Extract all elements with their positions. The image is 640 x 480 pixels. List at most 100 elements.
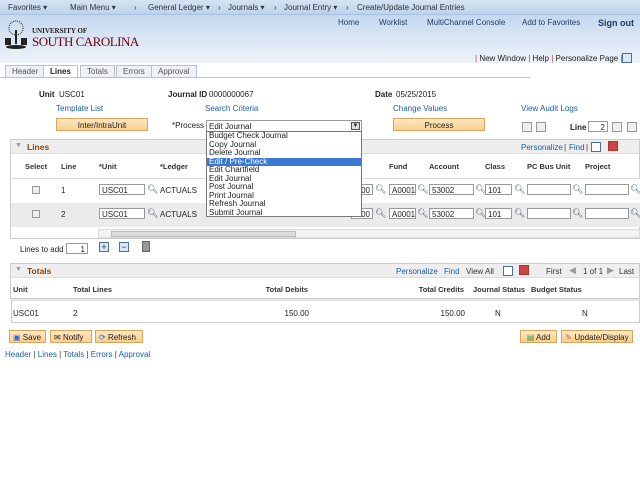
add-favorites-link[interactable]: Add to Favorites [522, 18, 581, 27]
select-checkbox[interactable] [32, 186, 40, 194]
download-icon[interactable] [608, 141, 618, 151]
line-input[interactable]: 2 [588, 121, 608, 132]
horizontal-scrollbar[interactable] [98, 229, 640, 238]
option-delete[interactable]: Delete Journal [209, 148, 261, 157]
lines-find-link[interactable]: Find [569, 143, 585, 152]
journals-menu[interactable]: Journals ▾ [228, 3, 265, 12]
worklist-link[interactable]: Worklist [379, 18, 408, 27]
collapse-icon[interactable]: ▼ [15, 142, 22, 149]
personalize-page-link[interactable]: Personalize Page [555, 54, 619, 63]
search-icon[interactable]: 🔍︎ [375, 184, 387, 194]
view-audit-logs-link[interactable]: View Audit Logs [521, 104, 578, 113]
grid-icon[interactable] [622, 53, 632, 63]
inter-intraunit-button[interactable]: Inter/IntraUnit [56, 118, 148, 131]
change-values-link[interactable]: Change Values [393, 104, 448, 113]
new-window-link[interactable]: New Window [479, 54, 526, 63]
footer-errors-link[interactable]: Errors [90, 350, 113, 359]
search-icon[interactable]: 🔍︎ [630, 184, 640, 194]
class-input[interactable]: 101 [485, 208, 512, 219]
pc-bus-unit-input[interactable] [527, 184, 571, 195]
general-ledger-menu[interactable]: General Ledger ▾ [148, 3, 210, 12]
search-icon[interactable]: 🔍︎ [147, 208, 159, 218]
first-link[interactable]: First [546, 267, 562, 276]
pc-bus-unit-input[interactable] [527, 208, 571, 219]
option-submit[interactable]: Submit Journal [209, 207, 263, 217]
search-icon[interactable]: 🔍︎ [417, 208, 429, 218]
journal-entry-menu[interactable]: Journal Entry ▾ [284, 3, 338, 12]
option-refresh[interactable]: Refresh Journal [209, 199, 266, 208]
footer-lines-link[interactable]: Lines [37, 350, 57, 359]
view-all-link[interactable]: View All [466, 267, 494, 276]
option-copy[interactable]: Copy Journal [209, 139, 257, 149]
help-link[interactable]: Help [532, 54, 549, 63]
home-link[interactable]: Home [338, 18, 360, 27]
account-input[interactable]: 53002 [429, 208, 474, 219]
search-icon[interactable]: 🔍︎ [475, 208, 487, 218]
tab-errors[interactable]: Errors [116, 65, 152, 77]
option-edit-pre-check[interactable]: Edit / Pre-Check [207, 157, 361, 166]
search-icon[interactable]: 🔍︎ [375, 208, 387, 218]
last-line-icon[interactable] [627, 122, 637, 132]
footer-approval-link[interactable]: Approval [118, 350, 151, 359]
option-post[interactable]: Post Journal [209, 182, 254, 191]
totals-find-link[interactable]: Find [444, 267, 460, 276]
main-menu[interactable]: Main Menu ▾ [70, 3, 116, 12]
tab-totals[interactable]: Totals [80, 65, 115, 77]
update-display-button[interactable]: ✎ Update/Display [561, 330, 633, 343]
project-input[interactable] [585, 208, 629, 219]
search-icon[interactable]: 🔍︎ [572, 208, 584, 218]
option-print[interactable]: Print Journal [209, 190, 254, 200]
trash-icon[interactable] [142, 241, 150, 252]
lines-personalize-link[interactable]: Personalize [521, 143, 563, 152]
option-edit-journal[interactable]: Edit Journal [209, 173, 252, 183]
breadcrumb-current[interactable]: Create/Update Journal Entries [357, 3, 465, 12]
search-icon[interactable]: 🔍︎ [514, 184, 526, 194]
search-icon[interactable]: 🔍︎ [572, 184, 584, 194]
add-button[interactable]: ▤ Add [520, 330, 557, 343]
sign-out-link[interactable]: Sign out [598, 18, 634, 28]
zoom-grid-icon[interactable] [503, 266, 513, 276]
unit-input[interactable]: USC01 [99, 184, 145, 195]
scrollbar-thumb[interactable] [111, 231, 296, 237]
tab-header[interactable]: Header [5, 65, 46, 77]
delete-row-icon[interactable]: − [119, 242, 129, 252]
next-line-icon[interactable] [612, 122, 622, 132]
refresh-button[interactable]: ⟳ Refresh [95, 330, 143, 343]
zoom-grid-icon[interactable] [591, 142, 601, 152]
multichannel-link[interactable]: MultiChannel Console [427, 18, 506, 27]
add-row-icon[interactable]: + [99, 242, 109, 252]
next-icon[interactable]: ▶ [607, 265, 614, 275]
project-input[interactable] [585, 184, 629, 195]
fund-input[interactable]: A0001 [389, 208, 416, 219]
search-icon[interactable]: 🔍︎ [475, 184, 487, 194]
collapse-icon[interactable]: ▼ [15, 266, 22, 273]
first-line-icon[interactable] [522, 122, 532, 132]
search-icon[interactable]: 🔍︎ [417, 184, 429, 194]
save-button[interactable]: ▣ Save [9, 330, 46, 343]
previous-line-icon[interactable] [536, 122, 546, 132]
select-checkbox[interactable] [32, 210, 40, 218]
fund-input[interactable]: A0001 [389, 184, 416, 195]
notify-button[interactable]: ✉ Notify [50, 330, 92, 343]
footer-header-link[interactable]: Header [5, 350, 32, 359]
search-icon[interactable]: 🔍︎ [147, 184, 159, 194]
account-input[interactable]: 53002 [429, 184, 474, 195]
chevron-down-icon[interactable]: ▼ [351, 122, 360, 130]
search-icon[interactable]: 🔍︎ [630, 208, 640, 218]
favorites-menu[interactable]: Favorites ▾ [8, 3, 48, 12]
lines-to-add-input[interactable]: 1 [66, 243, 88, 254]
option-budget-check[interactable]: Budget Check Journal [209, 131, 288, 140]
tab-lines[interactable]: Lines [43, 65, 78, 77]
download-icon[interactable] [519, 265, 529, 275]
last-link[interactable]: Last [619, 267, 635, 276]
unit-input[interactable]: USC01 [99, 208, 145, 219]
option-edit-chartfield[interactable]: Edit Chartfield [209, 165, 260, 174]
search-criteria-link[interactable]: Search Criteria [205, 104, 259, 113]
tab-approval[interactable]: Approval [151, 65, 197, 77]
search-icon[interactable]: 🔍︎ [514, 208, 526, 218]
previous-icon[interactable]: ◀ [569, 265, 576, 275]
template-list-link[interactable]: Template List [56, 104, 104, 113]
totals-personalize-link[interactable]: Personalize [396, 267, 438, 276]
class-input[interactable]: 101 [485, 184, 512, 195]
process-button[interactable]: Process [393, 118, 485, 131]
